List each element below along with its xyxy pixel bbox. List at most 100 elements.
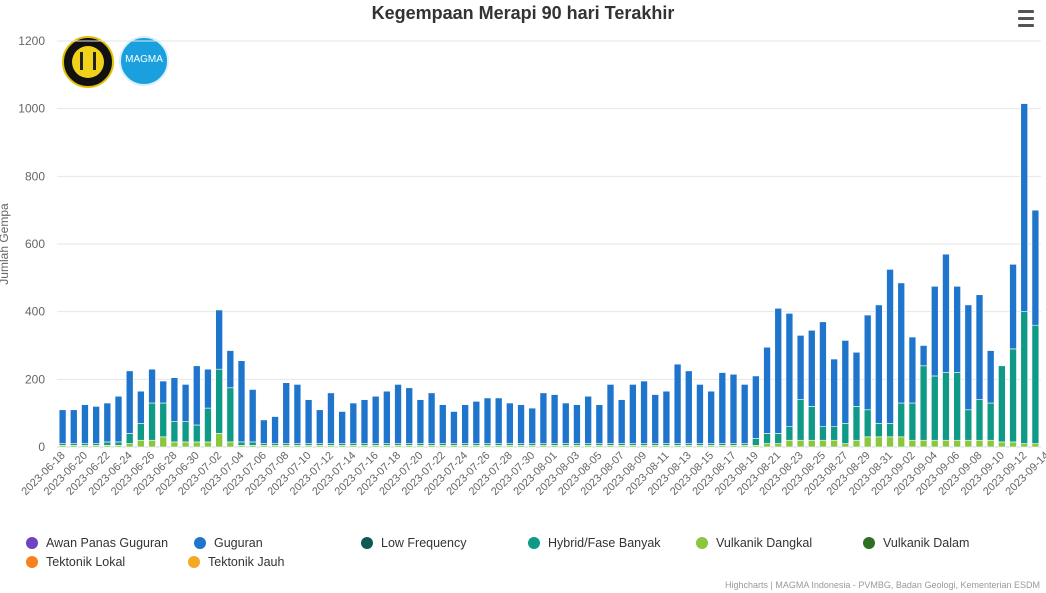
- bar-guguran: [81, 404, 89, 444]
- bar-hybrid: [148, 402, 156, 441]
- legend-item[interactable]: Low Frequency: [361, 536, 466, 550]
- bar-vulkanik-dangkal: [919, 439, 928, 448]
- bar-vulkanik-dangkal: [137, 439, 145, 448]
- bar-guguran: [427, 392, 436, 444]
- bar-guguran: [729, 373, 738, 444]
- bar-hybrid: [159, 402, 167, 438]
- bar-guguran: [640, 380, 648, 444]
- legend-dot-icon: [188, 556, 200, 568]
- legend-item[interactable]: Guguran: [194, 536, 263, 550]
- legend-dot-icon: [696, 537, 708, 549]
- bar-vulkanik-dangkal: [998, 441, 1006, 448]
- bar-guguran: [103, 402, 112, 443]
- bar-guguran: [785, 313, 794, 428]
- bar-vulkanik-dangkal: [193, 441, 201, 448]
- legend-item[interactable]: Tektonik Lokal: [26, 555, 125, 569]
- bar-hybrid: [998, 365, 1006, 443]
- bar-hybrid: [1009, 348, 1017, 443]
- magma-logo: MAGMA: [119, 36, 169, 86]
- bar-hybrid: [975, 399, 984, 441]
- bar-vulkanik-dangkal: [226, 441, 235, 448]
- legend-item[interactable]: Vulkanik Dalam: [863, 536, 969, 550]
- legend-item[interactable]: Hybrid/Fase Banyak: [528, 536, 661, 550]
- bar-guguran: [707, 390, 715, 444]
- bar-guguran: [137, 390, 145, 424]
- bar-guguran: [606, 384, 615, 444]
- bar-hybrid: [1031, 324, 1040, 444]
- legend-dot-icon: [194, 537, 206, 549]
- bar-guguran: [226, 350, 235, 389]
- legend-item[interactable]: Awan Panas Guguran: [26, 536, 168, 550]
- legend-item[interactable]: Tektonik Jauh: [188, 555, 284, 569]
- bar-vulkanik-dangkal: [953, 439, 961, 448]
- bar-vulkanik-dangkal: [852, 439, 861, 448]
- bar-guguran: [338, 411, 346, 444]
- bar-guguran: [897, 282, 905, 404]
- bar-guguran: [919, 345, 928, 367]
- bar-vulkanik-dangkal: [774, 443, 782, 448]
- bar-hybrid: [897, 402, 905, 438]
- esdm-logo: [62, 36, 114, 88]
- bar-guguran: [483, 397, 492, 444]
- bar-hybrid: [964, 409, 973, 441]
- bar-guguran: [863, 314, 872, 411]
- bar-vulkanik-dangkal: [125, 443, 134, 448]
- bar-hybrid: [919, 365, 928, 441]
- y-axis-title: Jumlah Gempa: [0, 203, 11, 285]
- bar-guguran: [248, 389, 257, 443]
- bar-vulkanik-dangkal: [931, 439, 939, 448]
- bar-guguran: [1020, 103, 1028, 312]
- bar-guguran: [550, 394, 559, 444]
- bar-hybrid: [931, 375, 939, 441]
- bar-vulkanik-dangkal: [875, 436, 883, 448]
- bar-guguran: [58, 409, 67, 444]
- bar-vulkanik-dangkal: [763, 443, 771, 448]
- bar-guguran: [215, 309, 223, 370]
- bar-guguran: [830, 358, 838, 427]
- legend-item[interactable]: Vulkanik Dangkal: [696, 536, 812, 550]
- bar-vulkanik-dangkal: [964, 439, 973, 448]
- bar-vulkanik-dangkal: [975, 439, 984, 448]
- bar-guguran: [673, 363, 682, 444]
- bar-guguran: [752, 375, 760, 439]
- bar-guguran: [852, 351, 861, 407]
- bar-vulkanik-dangkal: [830, 439, 838, 448]
- y-tick-label: 200: [25, 372, 45, 386]
- bar-guguran: [975, 294, 984, 400]
- bar-guguran: [237, 360, 246, 443]
- bar-guguran: [159, 380, 167, 404]
- bar-hybrid: [863, 409, 872, 438]
- bar-guguran: [539, 392, 548, 444]
- hamburger-menu-icon[interactable]: [1016, 10, 1038, 30]
- legend-label: Vulkanik Dalam: [883, 536, 970, 550]
- y-tick-label: 1200: [18, 34, 45, 48]
- bar-hybrid: [852, 406, 861, 441]
- bar-vulkanik-dangkal: [204, 441, 212, 448]
- bar-guguran: [304, 399, 313, 444]
- bar-guguran: [193, 365, 201, 426]
- bar-vulkanik-dangkal: [808, 439, 816, 448]
- bar-hybrid: [215, 368, 223, 434]
- y-tick-label: 1000: [18, 102, 45, 116]
- bar-hybrid: [237, 441, 246, 446]
- bar-guguran: [461, 404, 469, 444]
- bar-guguran: [796, 335, 805, 400]
- bar-guguran: [662, 390, 671, 444]
- bar-vulkanik-dangkal: [170, 441, 179, 448]
- legend-label: Awan Panas Guguran: [46, 536, 169, 550]
- bar-guguran: [651, 394, 659, 444]
- bar-vulkanik-dangkal: [1020, 443, 1028, 448]
- credits[interactable]: Highcharts | MAGMA Indonesia - PVMBG, Ba…: [725, 580, 1040, 590]
- bar-guguran: [573, 404, 581, 444]
- bar-vulkanik-dangkal: [1031, 443, 1040, 448]
- bar-guguran: [181, 384, 190, 422]
- bar-guguran: [204, 368, 212, 409]
- bar-guguran: [685, 370, 693, 444]
- bar-hybrid: [830, 426, 838, 441]
- bar-hybrid: [875, 423, 883, 438]
- bar-guguran: [170, 377, 179, 422]
- bar-guguran: [774, 307, 782, 434]
- bar-guguran: [908, 336, 917, 404]
- bar-guguran: [472, 401, 481, 444]
- bar-hybrid: [181, 421, 190, 443]
